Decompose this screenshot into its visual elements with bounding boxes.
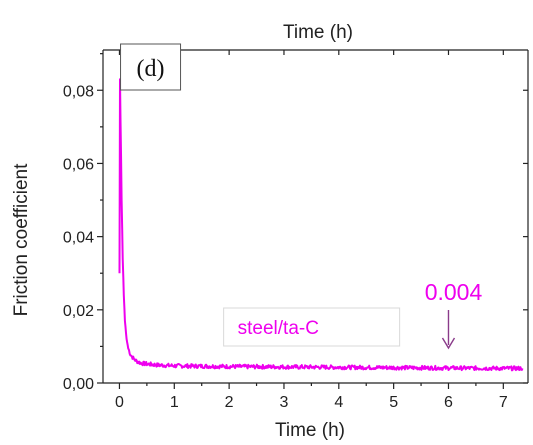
- panel-label: (d): [137, 56, 165, 82]
- x-tick-label: 0: [115, 394, 124, 411]
- y-tick-label: 0,02: [63, 303, 94, 320]
- y-axis: 0,00 0,02 0,04 0,06 0,08: [63, 50, 104, 393]
- top-axis-title: Time (h): [283, 22, 353, 43]
- series-label: steel/ta-C: [238, 318, 319, 339]
- annotation-arrow-head: [441, 337, 456, 350]
- y-tick-label: 0,06: [63, 156, 94, 173]
- x-tick-label: 5: [389, 394, 398, 411]
- y-tick-label: 0,08: [63, 83, 94, 100]
- y-axis-title: Friction coefficient: [11, 163, 32, 316]
- x-tick-label: 1: [170, 394, 179, 411]
- x-axis-title: Time (h): [275, 420, 345, 441]
- y-tick-label: 0,00: [63, 376, 94, 393]
- x-tick-label: 7: [499, 394, 508, 411]
- y-tick-label: 0,04: [63, 230, 94, 247]
- x-axis: 0 1 2 3 4 5 6 7: [103, 382, 528, 411]
- panel-label-box: [120, 43, 182, 91]
- series-line: [118, 78, 524, 372]
- value-annotation: 0.004: [425, 279, 483, 305]
- x-tick-label: 4: [334, 394, 343, 411]
- x-tick-label: 2: [225, 394, 234, 411]
- x-tick-label: 6: [444, 394, 453, 411]
- right-axis: [523, 50, 529, 384]
- x-tick-label: 3: [280, 394, 289, 411]
- annotation-layer: (d) steel/ta-C 0.004: [120, 43, 483, 350]
- series-layer: [118, 78, 524, 372]
- series-label-box: [223, 307, 401, 347]
